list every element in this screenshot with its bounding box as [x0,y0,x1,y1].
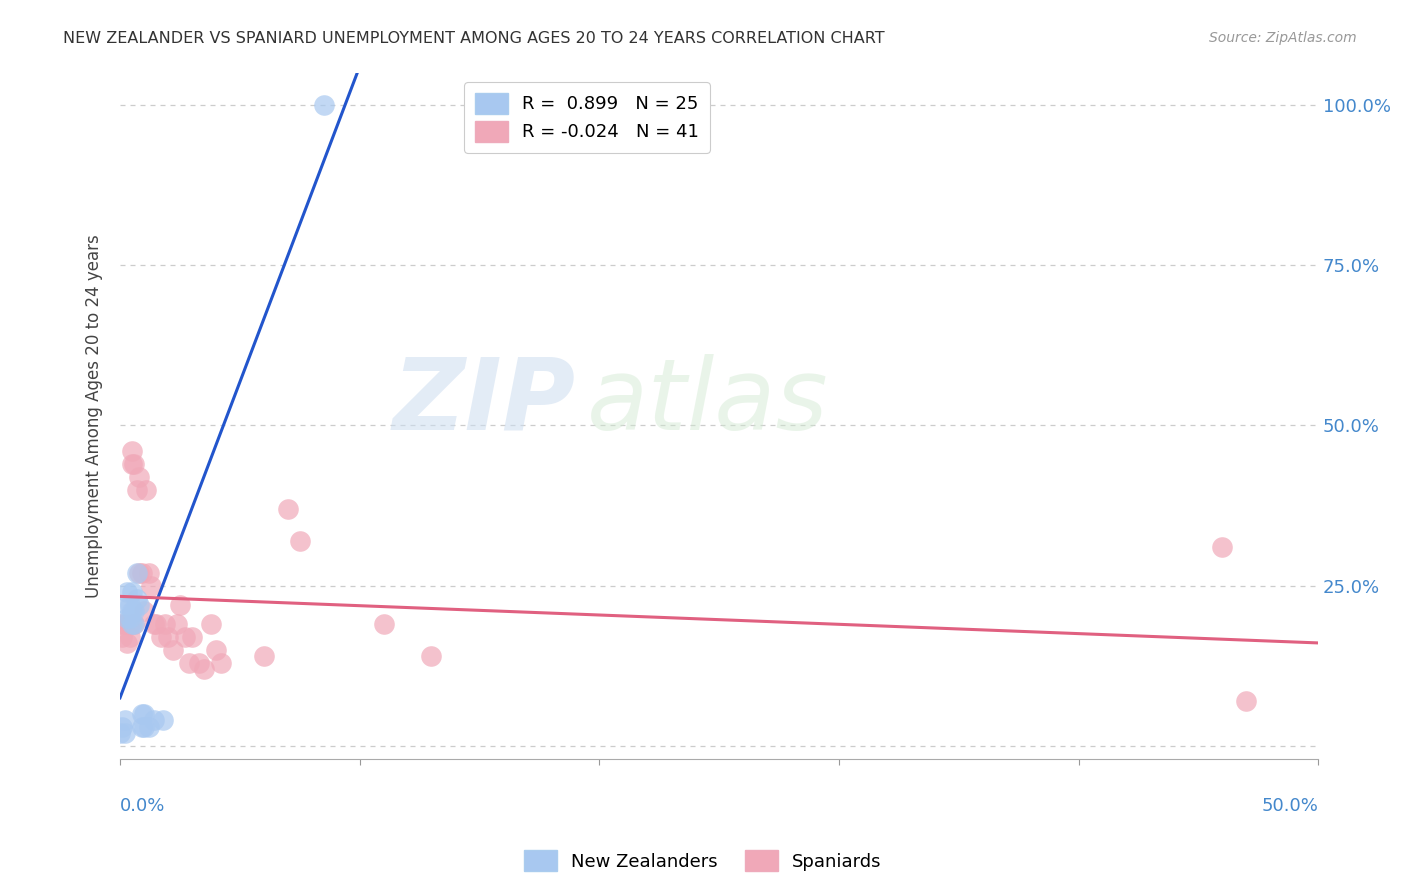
Point [209,656,232,670]
Point [152,714,174,728]
Point [373,617,395,632]
Point [131,706,153,721]
Point [115,611,138,625]
Point [156,630,179,644]
Point [193,662,215,676]
Point [125,591,148,606]
Point [420,649,443,664]
Point [139,579,162,593]
Point [124,604,146,618]
Point [145,617,167,632]
Point [204,643,226,657]
Point [132,720,155,734]
Point [277,501,299,516]
Point [155,617,177,632]
Point [131,566,153,580]
Point [138,566,160,580]
Point [138,720,160,734]
Point [200,617,222,632]
Point [114,726,136,740]
Point [188,656,211,670]
Point [253,649,276,664]
Point [149,630,172,644]
Legend: R =  0.899   N = 25, R = -0.024   N = 41: R = 0.899 N = 25, R = -0.024 N = 41 [464,82,710,153]
Point [169,598,191,612]
Point [124,617,146,632]
Point [121,604,143,618]
Point [132,706,155,721]
Text: Source: ZipAtlas.com: Source: ZipAtlas.com [1209,31,1357,45]
Point [118,630,141,644]
Point [121,617,143,632]
Point [179,656,201,670]
Text: 50.0%: 50.0% [1261,797,1319,814]
Point [180,630,202,644]
Point [108,617,131,632]
Point [121,585,143,599]
Point [121,444,143,458]
Point [132,604,155,618]
Point [125,483,148,497]
Point [288,533,311,548]
Text: 0.0%: 0.0% [120,797,166,814]
Point [166,617,188,632]
Point [1234,694,1257,708]
Point [118,617,141,632]
Point [128,598,150,612]
Text: NEW ZEALANDER VS SPANIARD UNEMPLOYMENT AMONG AGES 20 TO 24 YEARS CORRELATION CHA: NEW ZEALANDER VS SPANIARD UNEMPLOYMENT A… [63,31,884,46]
Point [128,566,150,580]
Point [115,598,138,612]
Point [115,585,138,599]
Point [125,566,148,580]
Point [162,643,184,657]
Point [108,726,131,740]
Point [118,611,141,625]
Point [173,630,195,644]
Point [142,714,165,728]
Point [135,483,157,497]
Point [124,617,146,632]
Text: atlas: atlas [588,353,830,450]
Point [312,98,335,112]
Point [131,720,153,734]
Point [114,714,136,728]
Point [121,457,143,471]
Point [128,469,150,483]
Point [111,720,134,734]
Point [111,630,134,644]
Point [118,598,141,612]
Point [114,617,136,632]
Point [124,457,146,471]
Point [115,636,138,650]
Legend: New Zealanders, Spaniards: New Zealanders, Spaniards [517,843,889,879]
Point [142,617,165,632]
Text: ZIP: ZIP [392,353,575,450]
Point [1211,541,1233,555]
Y-axis label: Unemployment Among Ages 20 to 24 years: Unemployment Among Ages 20 to 24 years [86,234,103,598]
